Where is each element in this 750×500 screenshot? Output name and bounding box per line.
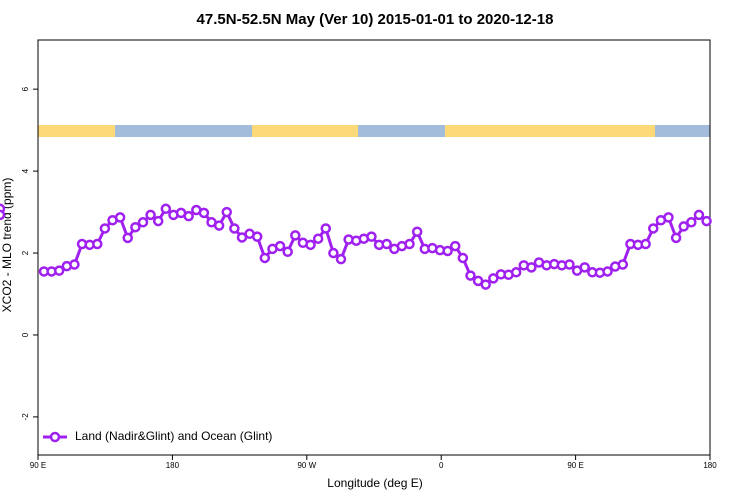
point [92, 238, 103, 250]
x-tick-label: 90 E [30, 461, 46, 470]
point [213, 220, 225, 231]
point [602, 266, 613, 277]
chart-title: 47.5N-52.5N May (Ver 10) 2015-01-01 to 2… [197, 11, 554, 28]
y-tick-label: 0 [21, 332, 30, 337]
point [229, 223, 240, 234]
point [198, 207, 210, 219]
point [251, 231, 263, 242]
point [312, 233, 324, 244]
x-tick-label: 180 [166, 461, 180, 470]
point [320, 223, 332, 234]
x-tick-label: 90 W [297, 461, 316, 470]
point [701, 215, 712, 227]
point [442, 245, 453, 257]
point [114, 212, 126, 223]
point [465, 270, 476, 281]
point [69, 259, 80, 270]
point [183, 210, 194, 222]
y-tick-label: 2 [21, 250, 30, 255]
point [160, 203, 172, 215]
point [404, 238, 415, 250]
y-tick-label: 4 [21, 168, 30, 173]
point [526, 262, 537, 273]
point [0, 209, 6, 221]
point [670, 232, 682, 244]
point [282, 246, 293, 258]
point [411, 226, 423, 237]
plot-frame [37, 39, 711, 456]
point [366, 231, 377, 242]
point [99, 223, 111, 234]
land-ocean-strip [38, 125, 710, 137]
y-tick-label: 6 [21, 86, 30, 91]
point [663, 212, 674, 223]
x-tick-label: 0 [439, 461, 444, 470]
point [274, 240, 286, 252]
point [678, 221, 689, 232]
point [130, 221, 141, 233]
x-tick-label: 180 [703, 461, 717, 470]
point [152, 215, 164, 227]
point [693, 209, 705, 221]
point [449, 240, 461, 252]
point [53, 265, 65, 276]
point [640, 238, 651, 250]
point [328, 247, 339, 259]
point [145, 209, 156, 221]
point [137, 217, 149, 228]
y-axis-label: XCO2 - MLO trend (ppm) [0, 178, 14, 313]
point [564, 259, 575, 270]
point [686, 217, 697, 228]
point [480, 279, 491, 290]
point [381, 238, 392, 250]
legend-marker [49, 431, 61, 443]
point [122, 232, 133, 244]
point [305, 239, 316, 251]
legend-label: Land (Nadir&Glint) and Ocean (Glint) [75, 429, 272, 443]
point [510, 267, 522, 278]
x-tick-label: 90 E [567, 461, 583, 470]
point [579, 262, 590, 273]
y-tick-label: -2 [21, 413, 30, 421]
point [648, 223, 659, 234]
point [259, 252, 271, 264]
point [617, 259, 629, 270]
x-axis-label: Longitude (deg E) [327, 476, 422, 490]
point [221, 206, 233, 218]
point [290, 230, 301, 241]
point [488, 273, 499, 284]
point [457, 252, 469, 264]
point [335, 253, 347, 265]
